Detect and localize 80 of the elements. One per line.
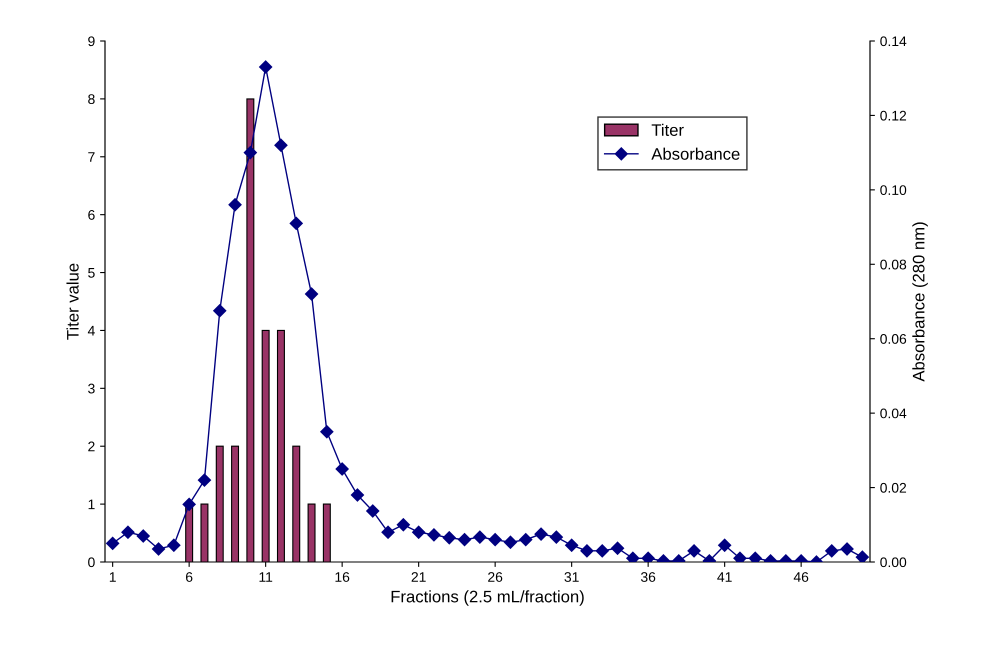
bar — [292, 446, 300, 562]
point — [534, 528, 548, 541]
point — [396, 518, 410, 532]
y2-tick-label: 0.10 — [880, 185, 906, 196]
bar — [308, 504, 316, 562]
y-axis-title: Titer value — [66, 264, 79, 340]
bar — [322, 504, 331, 562]
point — [228, 198, 242, 212]
point — [412, 526, 426, 539]
y2-tick-label: 0.04 — [880, 408, 906, 418]
point — [565, 538, 578, 552]
legend-label: Absorbance — [651, 148, 740, 160]
point — [427, 528, 441, 542]
bar — [231, 446, 240, 562]
point — [106, 536, 120, 550]
point — [304, 287, 318, 301]
y-tick-label: 9 — [88, 36, 95, 46]
point — [825, 544, 838, 558]
x-tick-label: 36 — [640, 572, 656, 582]
y2-axis-title: Absorbance (280 nm) — [912, 222, 928, 382]
x-tick-label: 21 — [412, 572, 426, 582]
point — [519, 533, 532, 546]
y-tick-label: 1 — [88, 500, 95, 510]
point — [550, 530, 563, 544]
point — [458, 533, 472, 546]
point — [320, 425, 334, 438]
point — [152, 542, 166, 556]
point — [442, 531, 456, 544]
point — [381, 526, 395, 539]
bar — [276, 330, 285, 562]
y2-tick-label: 0.12 — [880, 110, 906, 121]
x-axis-title: Fractions (2.5 mL/fraction) — [392, 590, 584, 606]
point — [596, 544, 609, 558]
point — [290, 216, 303, 230]
y-tick-label: 8 — [88, 94, 95, 104]
x-tick-label: 46 — [794, 572, 808, 582]
x-tick-label: 16 — [335, 572, 350, 582]
y-tick-label: 3 — [88, 384, 95, 394]
point — [580, 544, 594, 558]
point — [274, 138, 288, 152]
point — [244, 146, 257, 160]
point — [473, 530, 486, 544]
bar — [200, 504, 208, 562]
bar — [246, 98, 254, 562]
point — [136, 529, 150, 543]
point — [213, 304, 226, 318]
point — [121, 526, 135, 539]
point — [856, 550, 869, 562]
point — [488, 533, 502, 546]
y2-tick-label: 0.08 — [880, 260, 906, 270]
point — [259, 60, 272, 74]
point — [366, 504, 380, 518]
y-tick-label: 5 — [88, 268, 95, 278]
point — [718, 538, 732, 552]
y-tick-label: 4 — [88, 326, 95, 336]
y2-tick-label: 0.00 — [880, 557, 906, 568]
legend-label: Titer — [652, 124, 684, 136]
point — [182, 498, 196, 511]
point — [840, 542, 854, 556]
y2-tick-label: 0.14 — [880, 36, 906, 46]
y-tick-label: 7 — [88, 152, 95, 162]
point — [167, 538, 180, 552]
y2-tick-label: 0.06 — [880, 334, 906, 344]
x-tick-label: 1 — [110, 572, 116, 582]
y2-tick-label: 0.02 — [880, 482, 906, 493]
point — [687, 544, 701, 558]
point — [350, 488, 364, 502]
point — [198, 474, 212, 487]
point — [610, 542, 624, 555]
point — [504, 536, 518, 549]
y-tick-label: 6 — [88, 210, 95, 220]
y-tick-label: 2 — [88, 442, 95, 452]
x-tick-label: 6 — [186, 572, 192, 582]
x-tick-label: 26 — [488, 572, 502, 582]
x-tick-label: 11 — [260, 572, 272, 582]
x-tick-label: 41 — [717, 572, 732, 582]
y-tick-label: 0 — [88, 557, 95, 568]
point — [336, 462, 349, 476]
bar — [216, 446, 224, 562]
x-tick-label: 31 — [564, 572, 579, 582]
